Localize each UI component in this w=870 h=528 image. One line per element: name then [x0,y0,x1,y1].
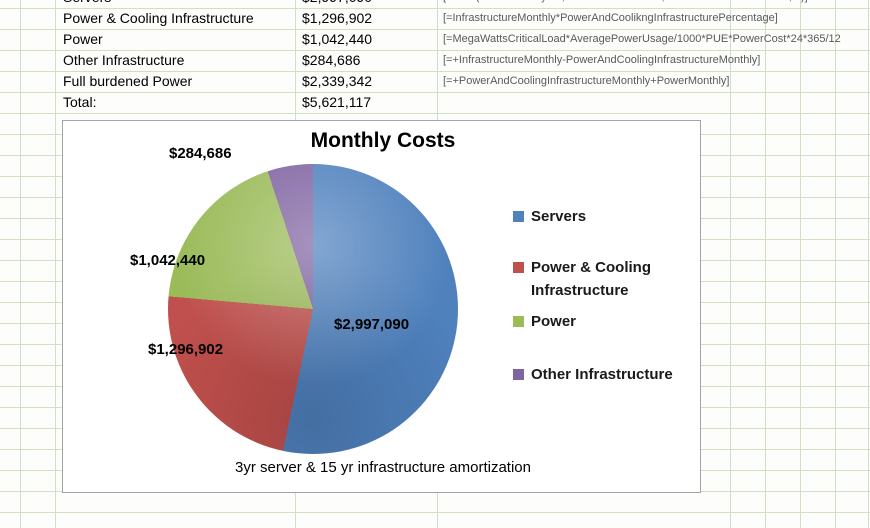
pie-chart-frame[interactable]: Monthly Costs $284,686 $1,042,440 $1,296… [62,120,701,493]
cell-row-formula[interactable]: [=InfrastructureMonthly*PowerAndCoolikng… [443,12,778,24]
cell-row-label[interactable]: Power [63,31,103,47]
legend-item-power-cooling[interactable]: Power & Cooling Infrastructure [513,256,703,302]
sheet-row-total: Total: $5,621,117 [0,92,870,113]
pie-label-other-infrastructure: $284,686 [169,145,232,162]
cell-row-value[interactable]: $5,621,117 [302,94,372,110]
sheet-row-other-infrastructure: Other Infrastructure $284,686 [=+Infrast… [0,50,870,71]
legend-label-power-cooling: Power & Cooling Infrastructure [531,259,651,299]
sheet-row-power: Power $1,042,440 [=MegaWattsCriticalLoad… [0,29,870,50]
cell-row-value[interactable]: $284,686 [302,52,361,68]
sheet-row-servers: Servers $2,997,090 [=PMT(CostOfMoney/12,… [0,0,870,8]
cell-row-label[interactable]: Full burdened Power [63,73,193,89]
sheet-row-full-burdened-power: Full burdened Power $2,339,342 [=+PowerA… [0,71,870,92]
legend-item-other-infrastructure[interactable]: Other Infrastructure [513,363,703,386]
chart-title: Monthly Costs [310,129,456,152]
legend-swatch-power [513,316,524,327]
cell-row-value[interactable]: $1,296,902 [302,10,373,26]
legend-swatch-other-infrastructure [513,369,524,380]
pie-label-power-cooling: $1,296,902 [148,341,224,358]
chart-caption: 3yr server & 15 yr infrastructure amorti… [235,459,531,476]
legend-swatch-power-cooling [513,262,524,273]
cell-row-formula[interactable]: [=+PowerAndCoolingInfrastructureMonthly+… [443,75,730,87]
cell-row-label[interactable]: Total: [63,94,97,110]
cell-row-value[interactable]: $1,042,440 [302,31,373,47]
legend-swatch-servers [513,211,524,222]
cell-row-formula[interactable]: [=+InfrastructureMonthly-PowerAndCooling… [443,54,761,66]
cell-row-label[interactable]: Servers [63,0,293,8]
legend-label-power: Power [531,313,577,330]
pie-label-servers: $2,997,090 [334,316,410,333]
cell-row-label[interactable]: Other Infrastructure [63,52,185,68]
legend-label-other-infrastructure: Other Infrastructure [531,366,673,383]
pie-label-power: $1,042,440 [130,252,206,269]
cell-row-label[interactable]: Power & Cooling Infrastructure [63,10,254,26]
sheet-row-power-cooling: Power & Cooling Infrastructure $1,296,90… [0,8,870,29]
cell-row-value[interactable]: $2,339,342 [302,73,373,89]
legend-item-power[interactable]: Power [513,310,703,333]
pie-chart[interactable] [168,164,458,454]
cell-row-formula[interactable]: [=MegaWattsCriticalLoad*AveragePowerUsag… [443,33,841,45]
cell-row-value[interactable]: $2,997,090 [302,0,435,8]
cell-row-formula[interactable]: [=PMT(CostOfMoney/12, ServerAmortization… [443,0,808,8]
legend-label-servers: Servers [531,208,587,225]
legend-item-servers[interactable]: Servers [513,205,703,228]
